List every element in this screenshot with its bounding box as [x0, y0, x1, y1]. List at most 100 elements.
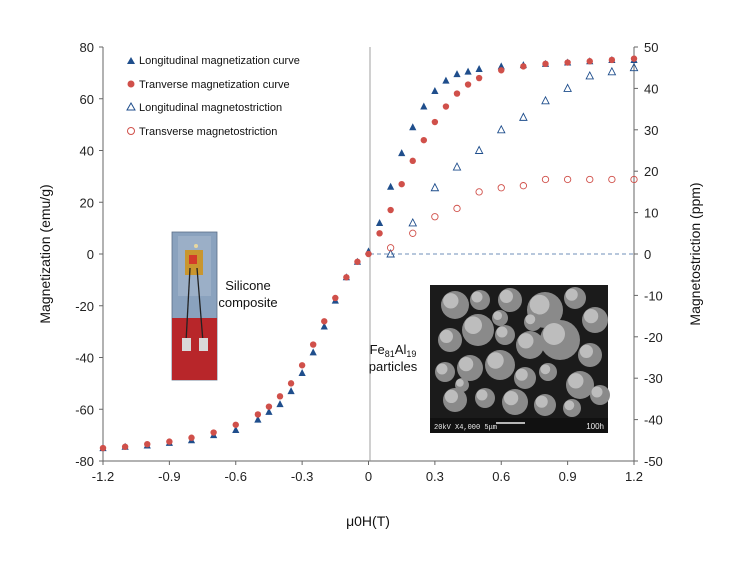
data-point: [564, 59, 571, 66]
y2-tick-label: -30: [644, 371, 663, 386]
data-point: [409, 157, 416, 165]
series-1: [99, 55, 638, 452]
data-point: [431, 86, 439, 94]
data-point: [265, 407, 273, 415]
x-tick-label: 1.2: [625, 469, 643, 484]
data-point: [607, 66, 617, 76]
data-point: [520, 63, 527, 70]
y2-tick-label: 50: [644, 40, 658, 55]
x-tick-label: -1.2: [92, 469, 114, 484]
data-point: [519, 182, 528, 190]
y-axis-title: Magnetization (emu/g): [37, 184, 53, 323]
silicone-label-line2: composite: [218, 295, 277, 310]
data-point: [475, 74, 483, 82]
data-point: [121, 443, 129, 450]
data-point: [496, 124, 506, 134]
data-point: [519, 112, 528, 121]
data-point: [265, 403, 273, 410]
data-point: [298, 369, 306, 377]
sem-particle-highlight: [568, 373, 584, 389]
sem-micrograph: 20kV X4,000 5μm 100h: [430, 285, 610, 433]
sem-particle-highlight: [443, 293, 459, 309]
sem-particle-highlight: [464, 316, 483, 335]
y-tick-label: 0: [87, 247, 94, 262]
x-tick-label: -0.6: [225, 469, 247, 484]
data-point: [276, 393, 284, 400]
data-point: [608, 56, 616, 64]
sem-particle-highlight: [583, 308, 599, 324]
data-point: [365, 250, 372, 258]
x-tick-label: 0.6: [492, 469, 510, 484]
sem-particle-highlight: [529, 294, 550, 315]
y2-tick-label: -50: [644, 454, 663, 469]
sem-particle-highlight: [493, 311, 502, 320]
data-point: [585, 70, 595, 80]
legend-marker-circle-filled: [127, 80, 135, 88]
sem-particle-highlight: [564, 400, 575, 411]
sem-scale-text: 20kV X4,000 5μm: [434, 424, 497, 432]
x-tick-label: -0.9: [158, 469, 180, 484]
sem-particle-highlight: [456, 379, 464, 387]
data-point: [409, 229, 417, 237]
data-point: [608, 175, 616, 184]
data-point: [542, 60, 549, 68]
data-point: [420, 136, 428, 144]
legend-item-transverse-magnetization: Tranverse magnetization curve: [127, 79, 290, 91]
data-point: [431, 118, 439, 126]
data-point: [630, 175, 638, 184]
sem-particle-highlight: [515, 368, 528, 381]
y2-tick-label: 30: [644, 123, 658, 138]
data-point: [387, 182, 395, 190]
y2-tick-label: -20: [644, 330, 663, 345]
y2-tick-label: 10: [644, 206, 658, 221]
legend-label: Transverse magnetostriction: [139, 126, 277, 138]
sem-particle-highlight: [535, 395, 548, 408]
sem-particle-highlight: [579, 344, 594, 358]
data-point: [332, 294, 339, 302]
y2-tick-label: 20: [644, 164, 658, 179]
sem-particle-highlight: [439, 329, 453, 343]
data-point: [232, 425, 240, 433]
sem-particle-highlight: [591, 386, 603, 398]
data-point: [541, 95, 550, 105]
data-point: [453, 90, 461, 97]
data-point: [354, 258, 361, 265]
sem-particle-highlight: [543, 323, 565, 345]
sem-particle-highlight: [496, 326, 508, 338]
y-tick-label: 60: [80, 92, 94, 107]
legend-label: Tranverse magnetization curve: [139, 79, 290, 91]
legend-item-longitudinal-magnetostriction: Longitudinal magnetostriction: [126, 101, 282, 114]
y2-tick-label: -40: [644, 413, 663, 428]
data-point: [563, 83, 572, 92]
data-point: [409, 123, 417, 131]
data-point: [320, 322, 328, 330]
data-point: [298, 362, 306, 369]
sem-particle-highlight: [499, 289, 513, 303]
y-tick-label: -20: [75, 299, 94, 314]
y-tick-label: -80: [75, 454, 94, 469]
data-point: [408, 217, 418, 227]
data-point: [498, 67, 505, 74]
sem-particle-highlight: [436, 363, 448, 375]
data-point: [474, 145, 484, 154]
data-point: [586, 175, 594, 184]
data-point: [630, 55, 638, 62]
data-series: [99, 55, 639, 452]
legend-marker-triangle-filled: [127, 57, 135, 64]
data-point: [398, 149, 406, 157]
particles-label-line2: particles: [369, 359, 418, 374]
data-point: [453, 204, 461, 213]
data-point: [430, 182, 440, 192]
data-point: [99, 444, 107, 452]
y2-tick-label: 0: [644, 247, 651, 262]
axis-ticks: -1.2 -0.9 -0.6 -0.3 0 0.3 0.6 0.9 1.2 80 60 40 20 0 -2…: [75, 40, 663, 484]
data-point: [287, 380, 295, 387]
data-point: [188, 434, 195, 441]
data-point: [254, 415, 262, 423]
silicone-composite-photo: [171, 231, 218, 381]
y-tick-label: 40: [80, 144, 94, 159]
y-tick-label: 80: [80, 40, 94, 55]
data-point: [398, 180, 405, 188]
sem-particle-highlight: [471, 291, 483, 303]
